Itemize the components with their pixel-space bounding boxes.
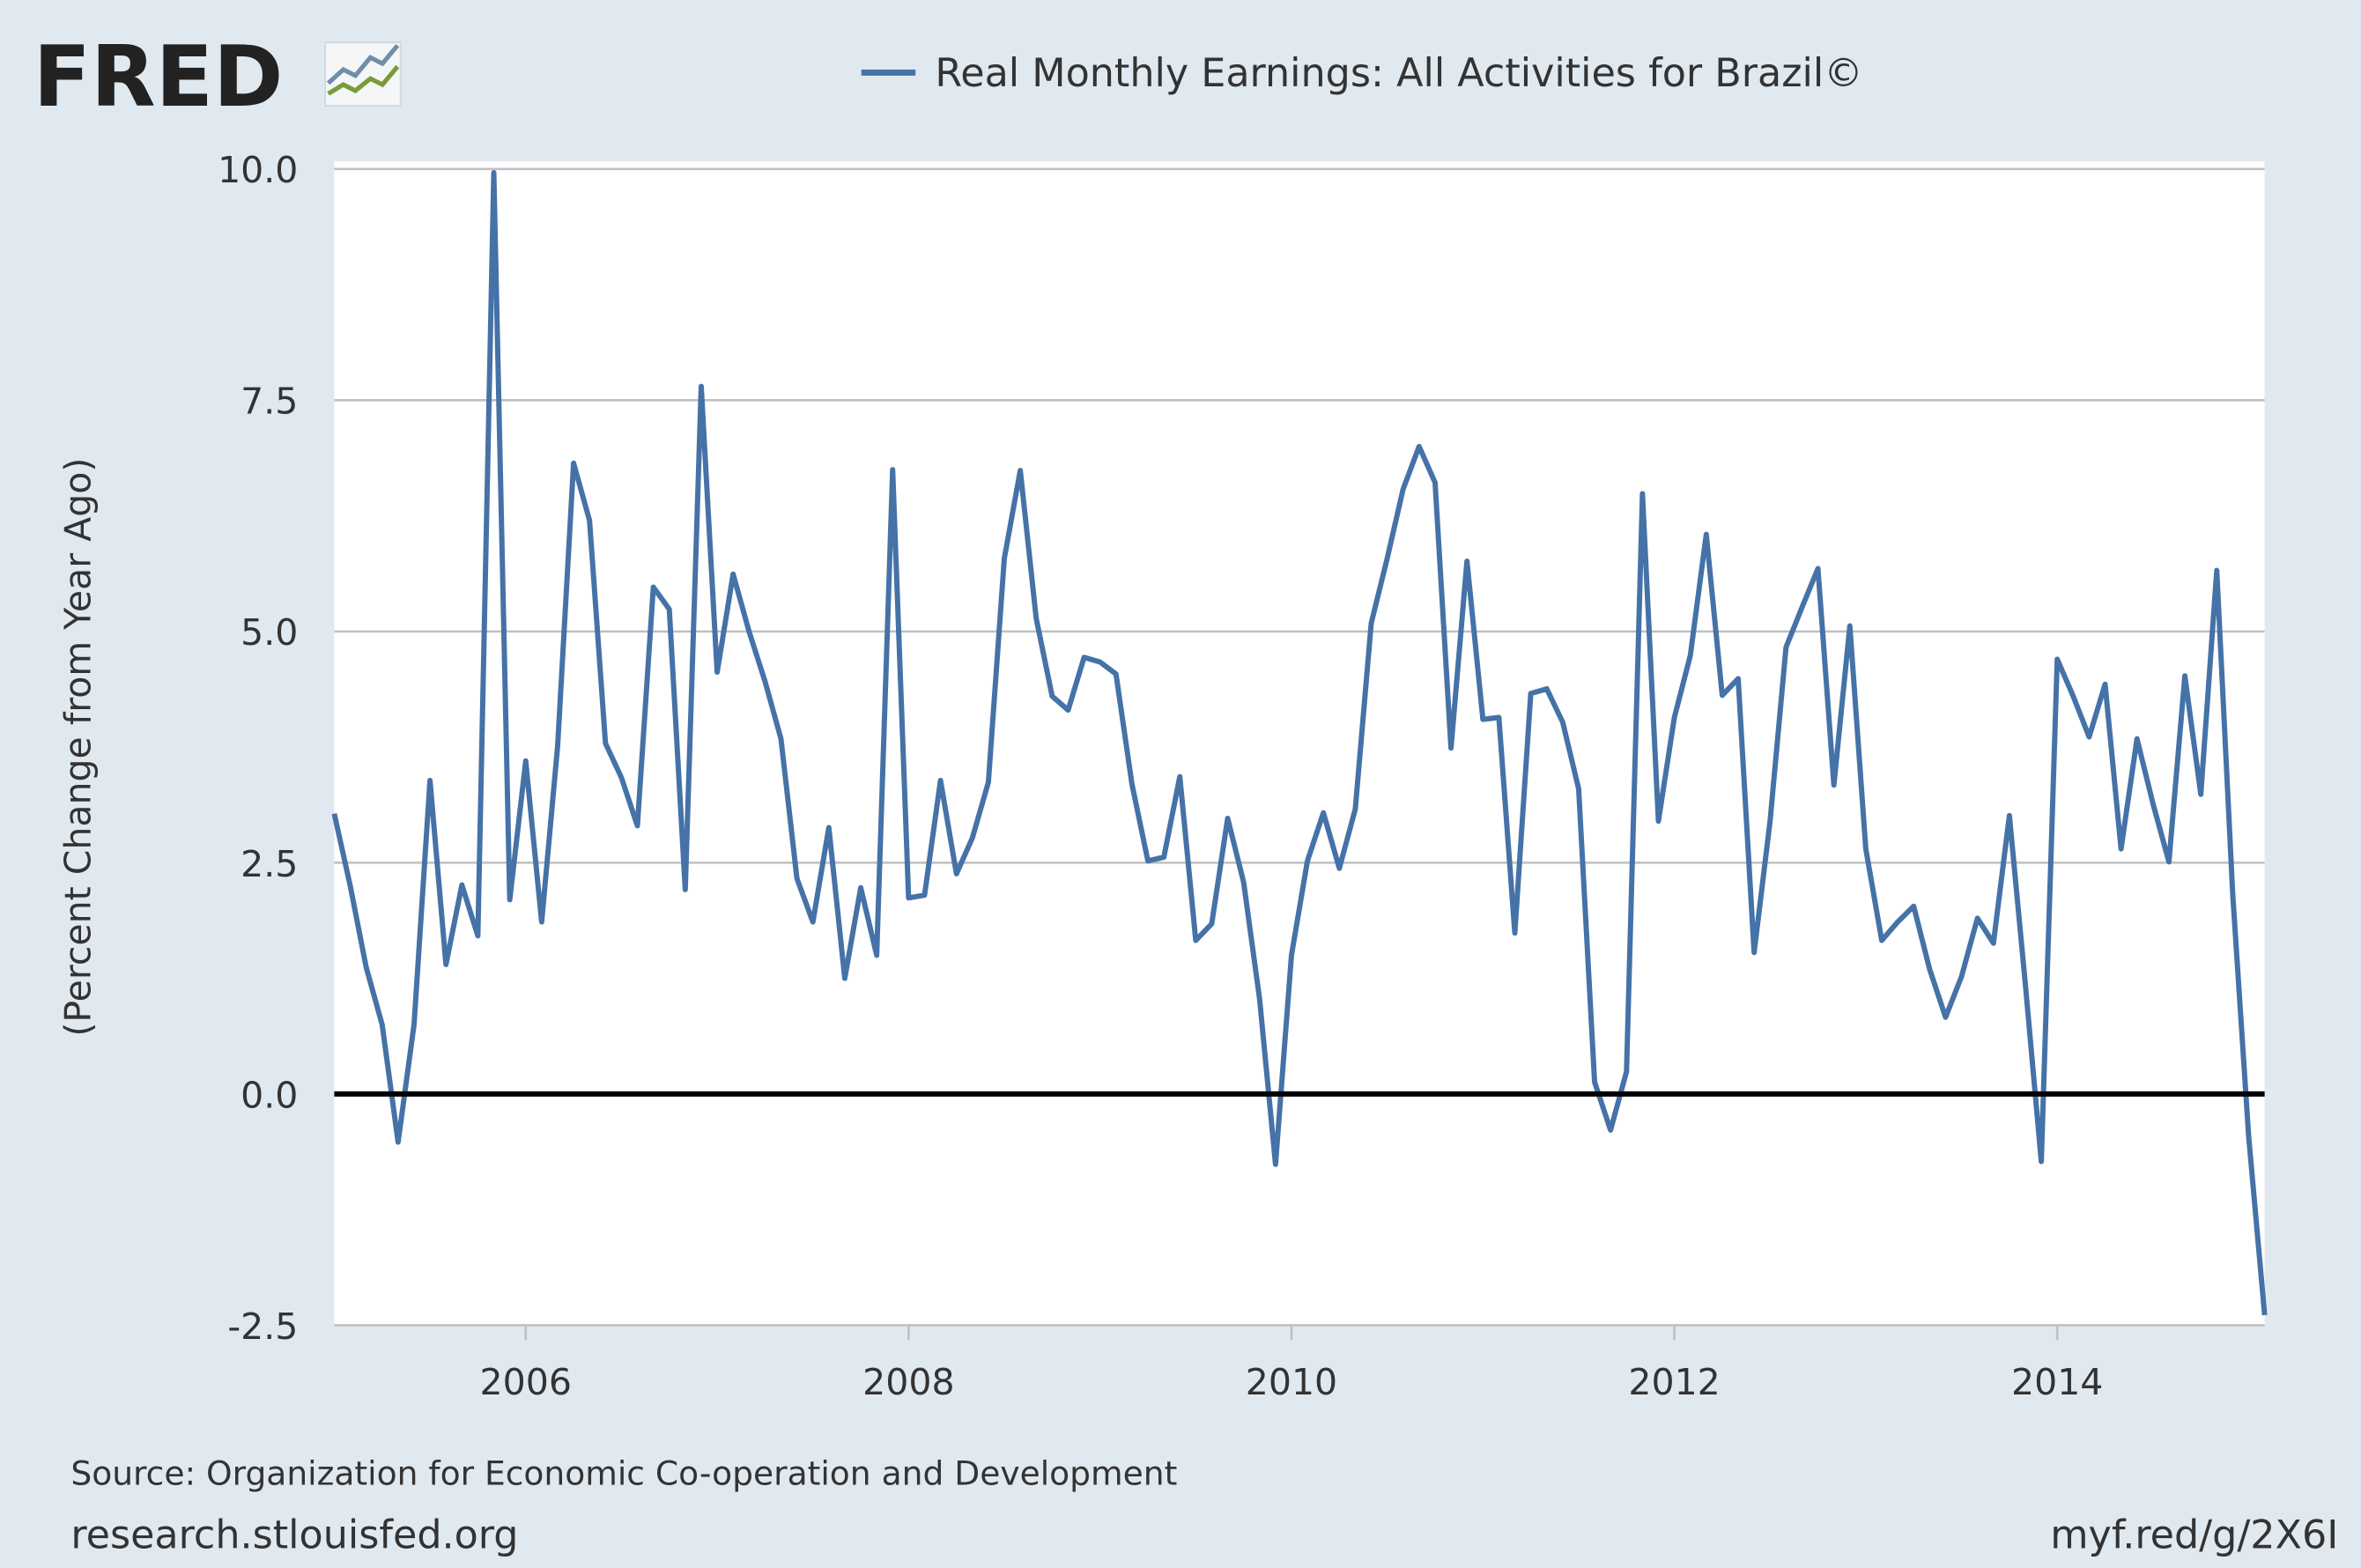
logo-line (326, 44, 400, 85)
y-tick-label: -2.5 (227, 1305, 298, 1348)
plot-area (334, 161, 2265, 1326)
x-tick-label: 2006 (480, 1361, 572, 1403)
legend-label: Real Monthly Earnings: All Activities fo… (935, 51, 1862, 96)
x-tick-label: 2010 (1246, 1361, 1337, 1403)
x-tick-label: 2012 (1628, 1361, 1720, 1403)
y-tick-label: 7.5 (241, 381, 298, 423)
y-tick-label: 0.0 (241, 1074, 298, 1116)
logo-text: FRED (33, 27, 284, 126)
series-line (331, 170, 2268, 1316)
y-tick-label: 10.0 (218, 149, 298, 191)
fred-logo: FRED (33, 27, 402, 126)
logo-line (327, 64, 400, 96)
y-tick-label: 5.0 (241, 611, 298, 654)
y-tick-label: 2.5 (241, 843, 298, 885)
short-url: myf.red/g/2X6I (2050, 1513, 2338, 1557)
y-axis-label: (Percent Change from Year Ago) (57, 458, 100, 1037)
source: Source: Organization for Economic Co-ope… (70, 1454, 1177, 1493)
x-tick-label: 2014 (2011, 1361, 2103, 1403)
plot: -2.5 0.0 2.5 5.0 7.5 10.0 2006 2008 2010 2012 2014 (218, 149, 2268, 1403)
site: research.stlouisfed.org (70, 1513, 518, 1557)
x-tick-label: 2008 (862, 1361, 954, 1403)
